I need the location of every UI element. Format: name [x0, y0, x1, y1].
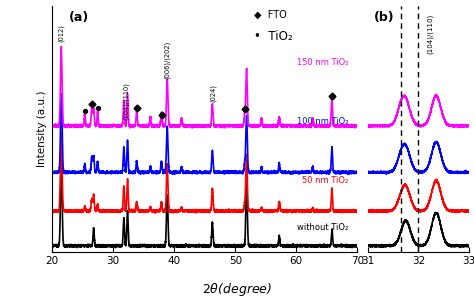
Text: 100 nm TiO₂: 100 nm TiO₂	[297, 117, 348, 126]
Text: (a): (a)	[69, 11, 89, 24]
Text: 150 nm TiO₂: 150 nm TiO₂	[297, 58, 348, 67]
Text: (006)/(202): (006)/(202)	[164, 41, 171, 79]
Y-axis label: Intensity (a.u.): Intensity (a.u.)	[36, 91, 46, 167]
Text: (104)/(110): (104)/(110)	[123, 82, 129, 120]
Text: (b): (b)	[374, 11, 394, 24]
Text: without TiO₂: without TiO₂	[297, 223, 348, 231]
Text: 50 nm TiO₂: 50 nm TiO₂	[302, 176, 348, 185]
Text: •  TiO₂: • TiO₂	[254, 30, 292, 44]
Text: ◆  FTO: ◆ FTO	[254, 9, 286, 20]
Text: (104)/(110): (104)/(110)	[428, 13, 434, 54]
Text: (024): (024)	[210, 84, 216, 102]
Text: $2\theta$(degree): $2\theta$(degree)	[202, 281, 272, 296]
Text: (012): (012)	[58, 24, 64, 42]
